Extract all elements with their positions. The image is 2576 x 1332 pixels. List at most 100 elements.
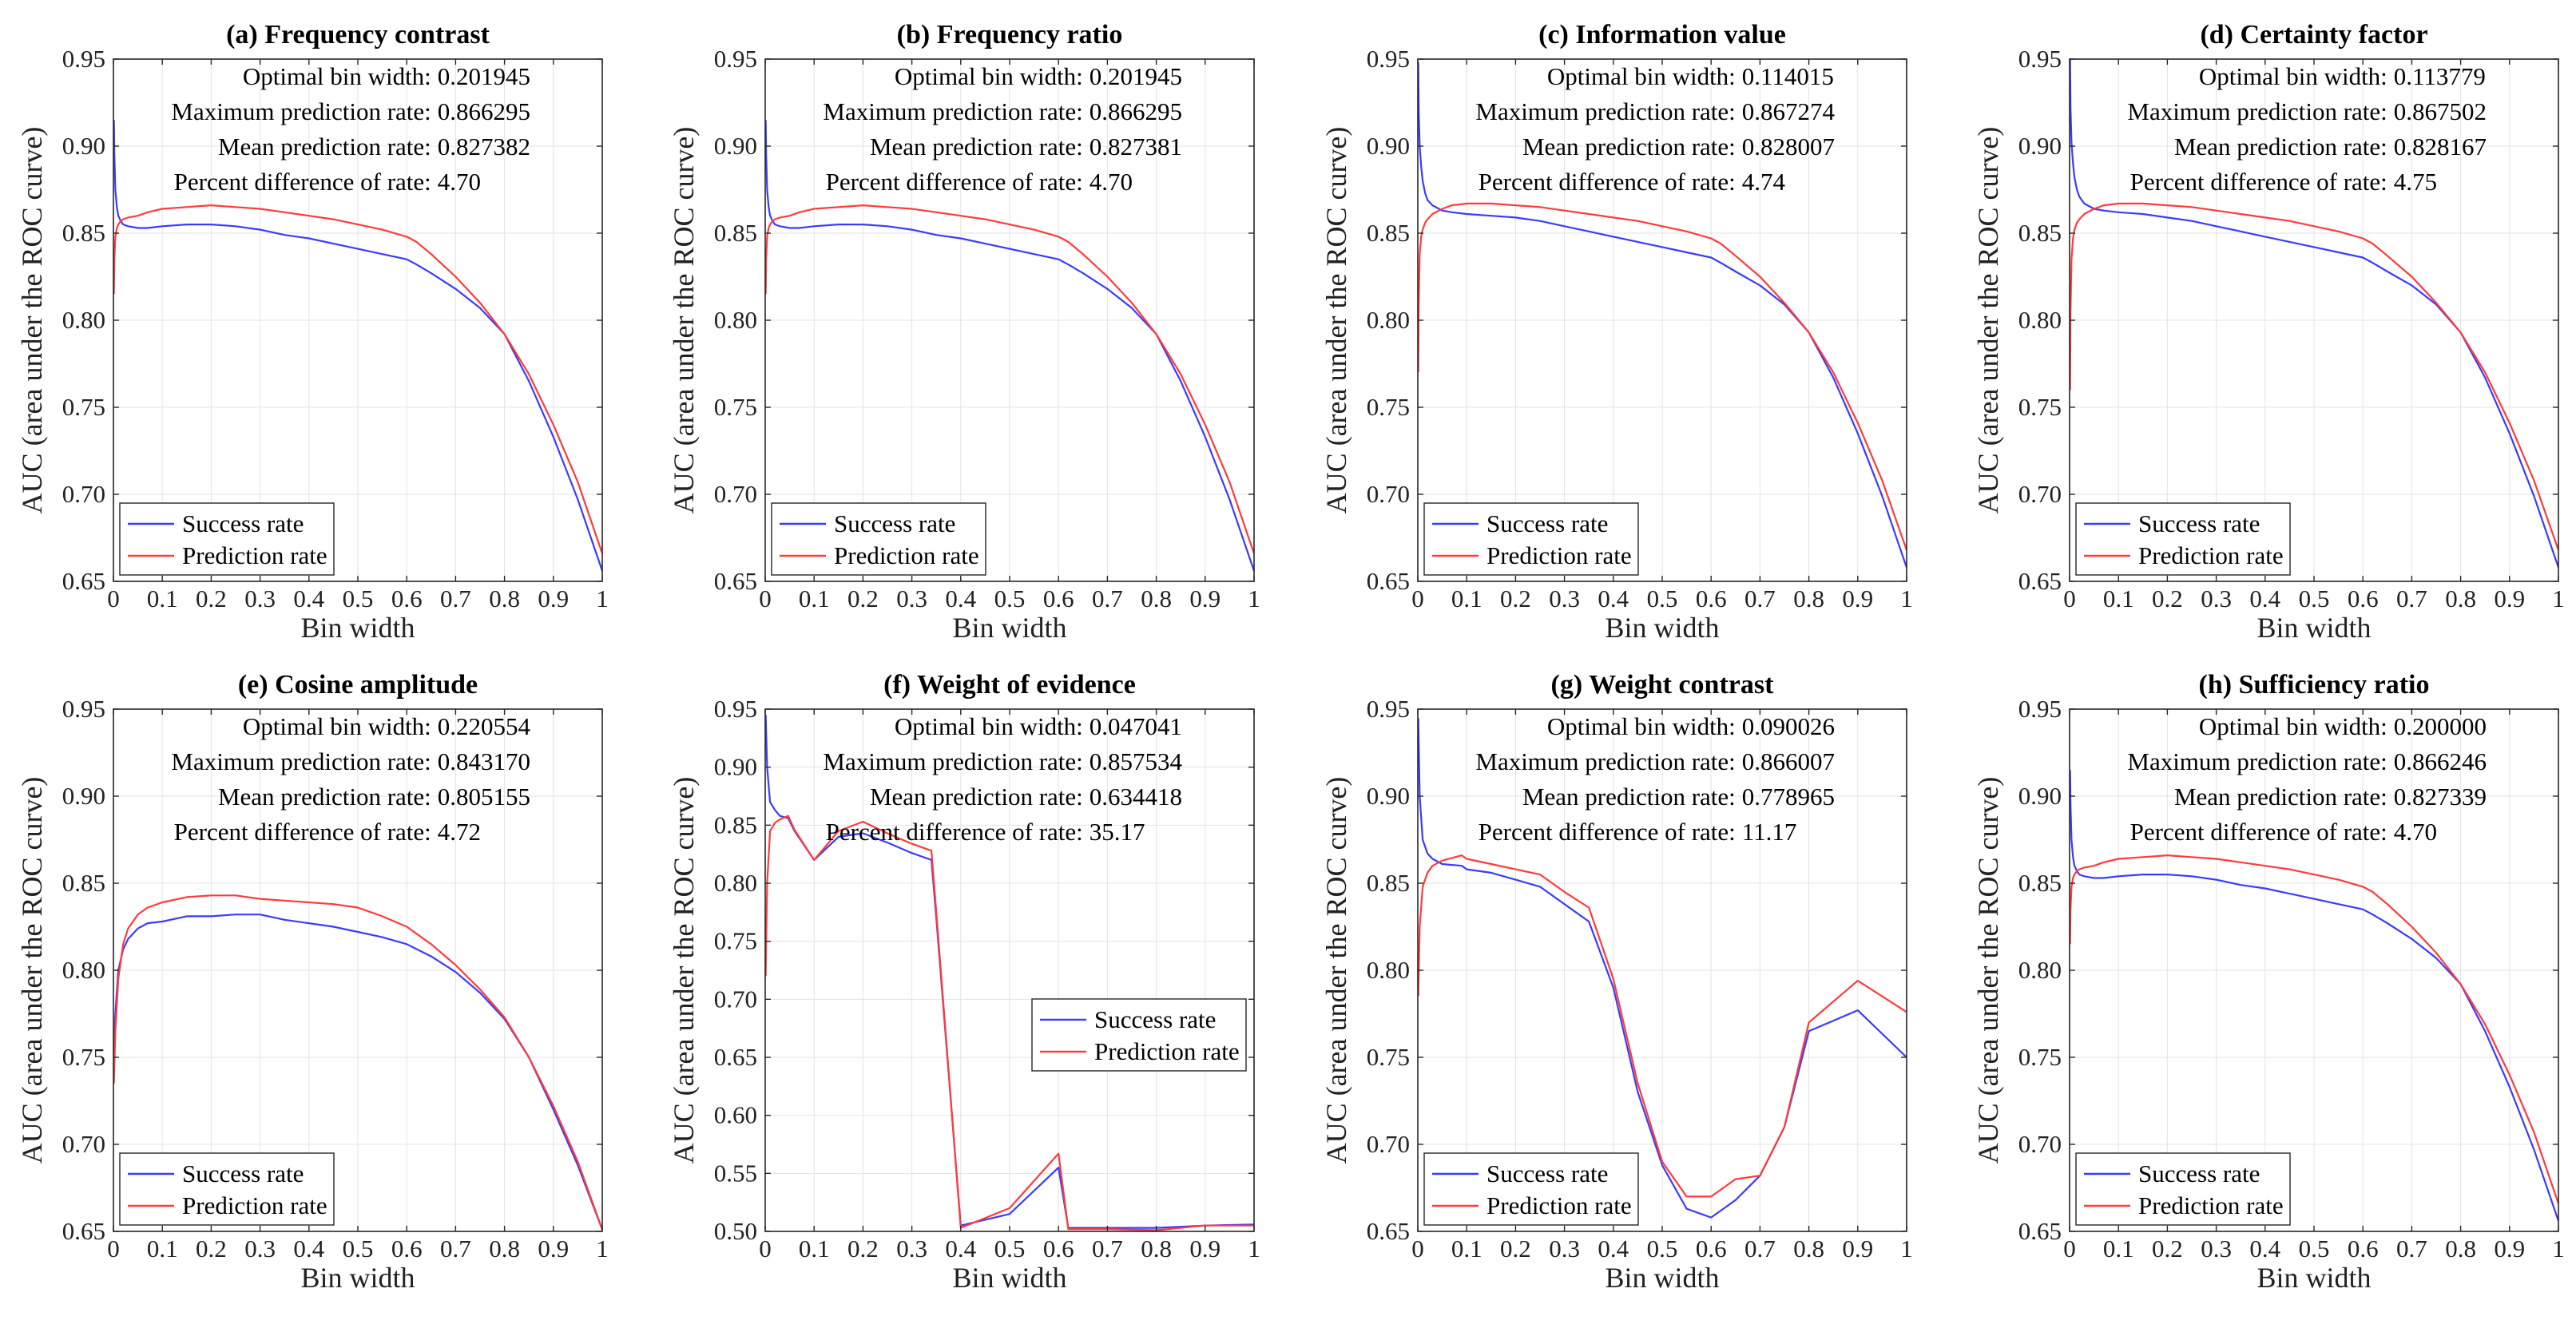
- y-tick-label: 0.95: [714, 695, 757, 723]
- annotation-label: Percent difference of rate:: [826, 818, 1083, 846]
- y-tick-label: 0.80: [2018, 306, 2062, 334]
- x-tick-label: 0.2: [2152, 1235, 2183, 1263]
- y-axis-label: AUC (area under the ROC curve): [16, 777, 48, 1164]
- x-tick-label: 1: [596, 1235, 609, 1263]
- y-axis-label: AUC (area under the ROC curve): [1320, 777, 1352, 1164]
- annotation-label: Mean prediction rate:: [2174, 783, 2387, 811]
- y-tick-label: 0.70: [62, 1130, 105, 1158]
- y-tick-label: 0.75: [714, 393, 757, 421]
- x-tick-label: 0: [759, 585, 772, 612]
- x-tick-label: 0.2: [196, 585, 227, 612]
- x-tick-label: 0.1: [147, 1235, 178, 1263]
- legend-success-label: Success rate: [182, 1160, 304, 1187]
- y-tick-label: 0.70: [62, 480, 105, 508]
- x-tick-label: 1: [1900, 1235, 1913, 1263]
- x-tick-label: 0.3: [896, 1235, 927, 1263]
- y-tick-label: 0.90: [62, 132, 105, 160]
- legend: Success rate Prediction rate: [119, 502, 335, 576]
- x-tick-label: 0.7: [2396, 585, 2427, 612]
- annotation-value: 0.113779: [2394, 62, 2486, 90]
- annotation-label: Maximum prediction rate:: [1475, 97, 1735, 125]
- x-tick-label: 0.6: [2348, 585, 2379, 612]
- annotation-label: Mean prediction rate:: [870, 133, 1083, 161]
- annotation-value: 0.827339: [2394, 783, 2487, 811]
- y-tick-label: 0.75: [2018, 393, 2062, 421]
- annotation-value: 4.74: [1742, 168, 1786, 196]
- legend-success-label: Success rate: [1094, 1005, 1216, 1033]
- x-tick-label: 0.6: [1043, 585, 1074, 612]
- prediction-rate-line: [764, 815, 1254, 1231]
- x-axis-label: Bin width: [1605, 612, 1719, 644]
- legend: Success rate Prediction rate: [1423, 1152, 1639, 1226]
- annotation-value: 0.200000: [2394, 712, 2487, 740]
- legend-success-label: Success rate: [1486, 509, 1608, 537]
- annotation-label: Optimal bin width:: [895, 712, 1083, 740]
- legend-prediction-label: Prediction rate: [182, 541, 327, 569]
- x-tick-label: 0.2: [1500, 585, 1531, 612]
- y-tick-label: 0.80: [714, 869, 757, 897]
- x-tick-label: 0: [759, 1235, 772, 1263]
- y-tick-label: 0.55: [714, 1159, 757, 1187]
- x-tick-label: 0.5: [1647, 585, 1678, 612]
- success-rate-line: [113, 914, 604, 1231]
- annotation-label: Maximum prediction rate:: [171, 747, 431, 775]
- x-tick-label: 0.3: [2201, 585, 2232, 612]
- x-tick-label: 0: [1411, 1235, 1424, 1263]
- x-tick-label: 0.7: [1092, 1235, 1123, 1263]
- success-rate-line: [2069, 58, 2560, 568]
- x-tick-label: 0.2: [2152, 585, 2183, 612]
- x-tick-label: 0.4: [293, 585, 324, 612]
- prediction-rate-line: [764, 204, 1256, 554]
- y-tick-label: 0.50: [714, 1217, 757, 1245]
- annotation-value: 0.805155: [438, 783, 530, 811]
- annotation-label: Percent difference of rate:: [174, 168, 431, 196]
- chart-title: (a) Frequency contrast: [226, 20, 490, 50]
- y-tick-label: 0.80: [1367, 956, 1410, 984]
- x-tick-label: 0.9: [1189, 585, 1221, 612]
- annotation-label: Mean prediction rate:: [1522, 133, 1736, 161]
- x-tick-label: 0.8: [2445, 585, 2476, 612]
- y-tick-label: 0.90: [714, 132, 757, 160]
- x-tick-label: 0.1: [147, 585, 178, 612]
- annotation-value: 0.090026: [1742, 712, 1835, 740]
- chart-title: (e) Cosine amplitude: [238, 670, 478, 700]
- chart-panel-1: 0 0.1 0.2 0.3 0.4 0.5 0.6 0.7 0.8 0.9 1 0.65 0.70 0.7…: [16, 20, 609, 644]
- x-tick-label: 0.4: [945, 585, 976, 612]
- y-tick-label: 0.70: [2018, 1130, 2062, 1158]
- x-tick-label: 0.8: [489, 585, 520, 612]
- x-tick-label: 0.7: [1744, 1235, 1776, 1263]
- x-tick-label: 0.6: [391, 585, 423, 612]
- annotation-label: Percent difference of rate:: [2130, 818, 2387, 846]
- x-tick-label: 0.6: [391, 1235, 423, 1263]
- y-tick-label: 0.75: [62, 393, 105, 421]
- y-tick-label: 0.95: [62, 695, 105, 723]
- y-tick-label: 0.65: [1367, 567, 1410, 595]
- x-tick-label: 0.7: [2396, 1235, 2427, 1263]
- x-tick-label: 0.9: [2494, 585, 2525, 612]
- chart-panel-8: 0 0.1 0.2 0.3 0.4 0.5 0.6 0.7 0.8 0.9 1 0.65 0.70 0.7…: [1972, 670, 2565, 1294]
- y-axis-label: AUC (area under the ROC curve): [1320, 127, 1352, 514]
- y-tick-label: 0.95: [1367, 45, 1410, 73]
- legend: Success rate Prediction rate: [1031, 998, 1247, 1072]
- annotation-value: 0.828007: [1742, 133, 1835, 161]
- annotation-value: 0.866246: [2394, 747, 2487, 775]
- annotation-label: Percent difference of rate:: [174, 818, 431, 846]
- success-rate-line: [1417, 62, 1908, 568]
- annotation-label: Mean prediction rate:: [2174, 133, 2387, 161]
- chart-title: (c) Information value: [1538, 20, 1786, 50]
- annotation-value: 0.828167: [2394, 133, 2487, 161]
- annotation-label: Maximum prediction rate:: [2127, 97, 2387, 125]
- legend: Success rate Prediction rate: [119, 1152, 335, 1226]
- legend-prediction-label: Prediction rate: [1486, 541, 1632, 569]
- y-tick-label: 0.75: [62, 1043, 105, 1071]
- annotation-value: 0.201945: [1090, 62, 1182, 90]
- y-tick-label: 0.90: [62, 782, 105, 810]
- x-tick-label: 0.8: [1141, 1235, 1172, 1263]
- success-rate-line: [2069, 770, 2560, 1222]
- legend-box: [1423, 502, 1639, 576]
- y-tick-label: 0.65: [1367, 1217, 1410, 1245]
- prediction-rate-line: [2069, 854, 2560, 1204]
- x-tick-label: 0.8: [1793, 585, 1824, 612]
- y-tick-label: 0.65: [62, 1217, 105, 1245]
